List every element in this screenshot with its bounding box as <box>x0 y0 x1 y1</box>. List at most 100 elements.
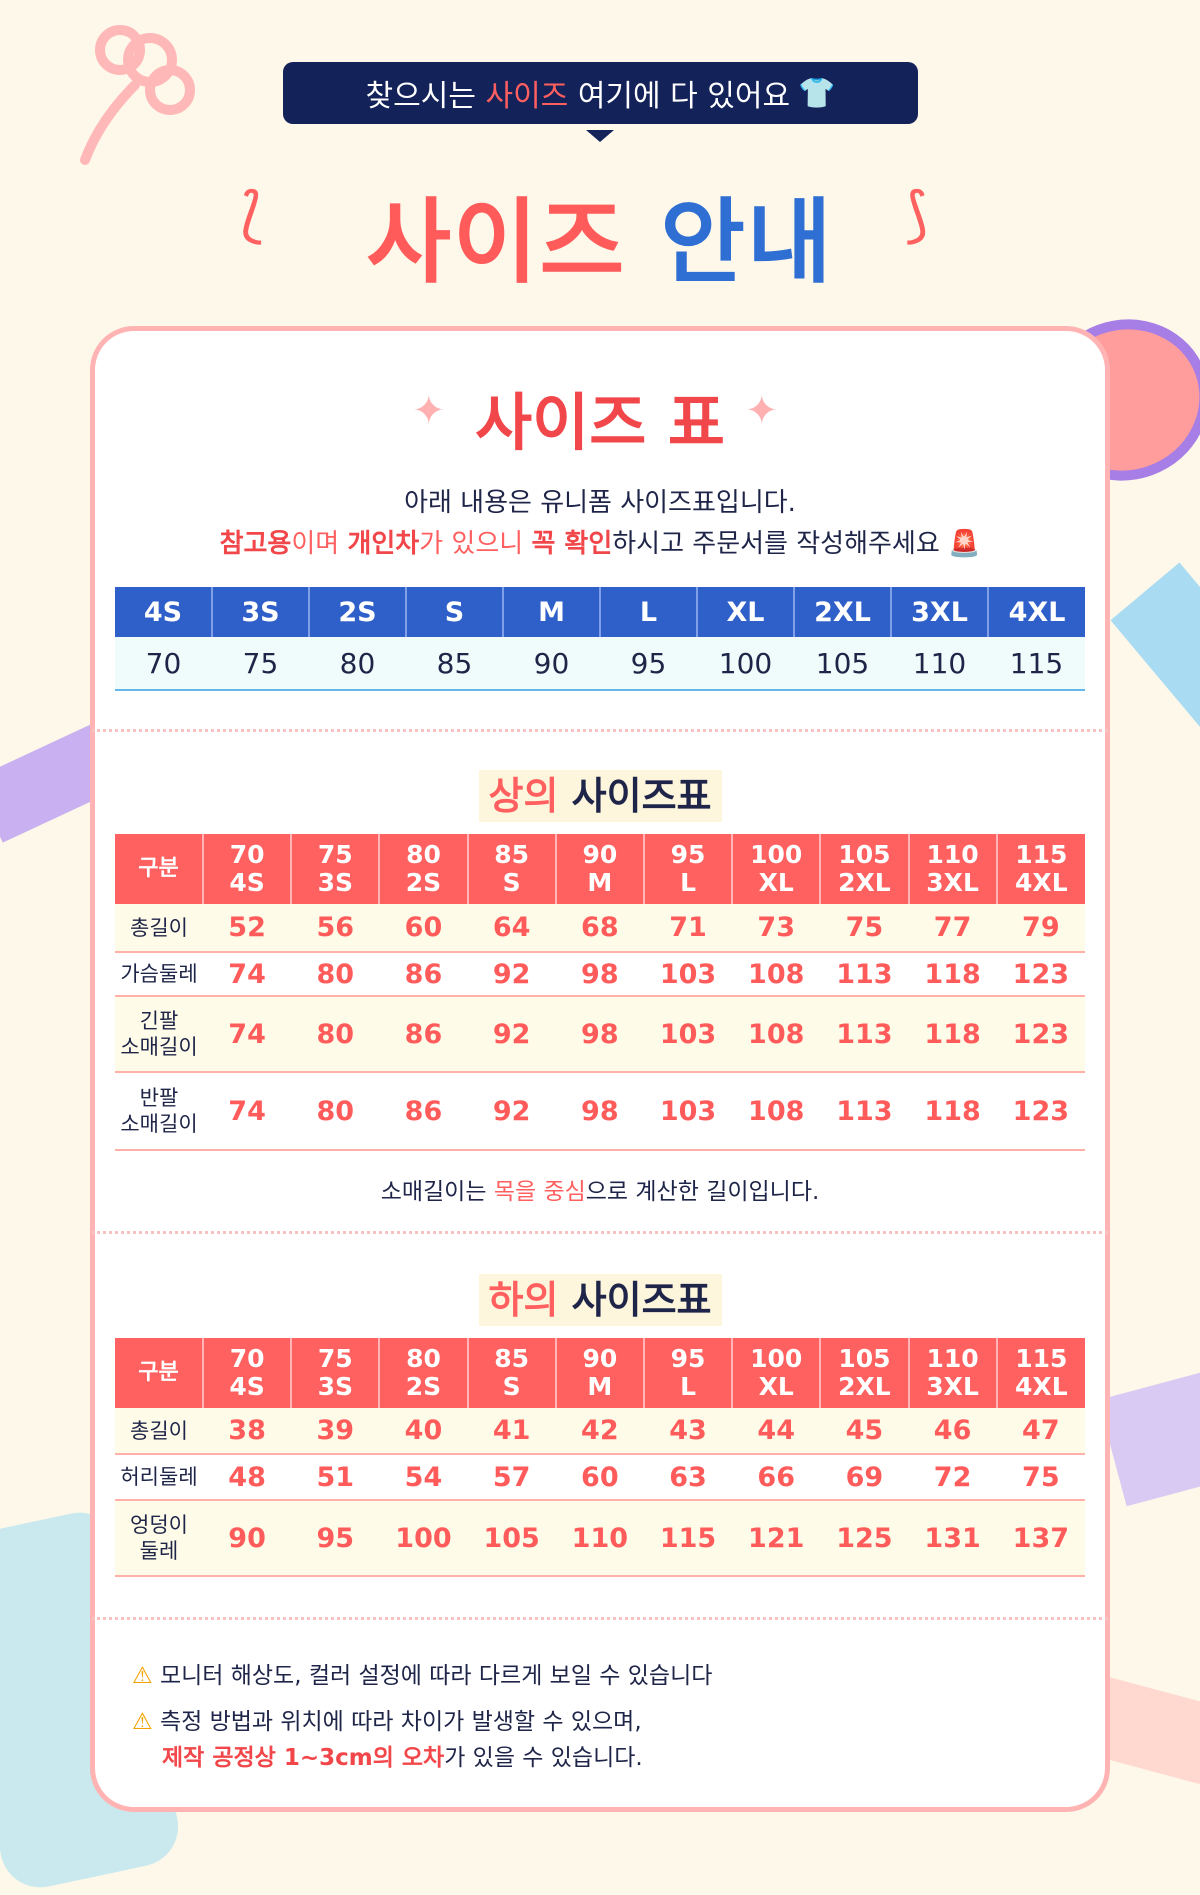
table-row: 반팔 소매길이 74 80 86 92 98 103 108 113 118 123 <box>115 1072 1085 1151</box>
cell-value: 60 <box>379 904 468 953</box>
cell-value: 44 <box>732 1408 821 1455</box>
cell-value: 43 <box>643 1408 733 1455</box>
cell-value: 125 <box>820 1500 909 1577</box>
bottom-size-title: 하의 사이즈표 <box>0 1269 1200 1326</box>
cell-value: 98 <box>555 1072 644 1151</box>
header-cell: 105 2XL <box>819 834 909 904</box>
header-cell: 115 4XL <box>995 834 1085 904</box>
cell-value: 57 <box>467 1454 556 1501</box>
cell-value: 66 <box>732 1454 821 1501</box>
cell-value: 45 <box>820 1408 909 1455</box>
sleeve-note: 소매길이는 목을 중심으로 계산한 길이입니다. <box>380 1179 820 1205</box>
cell-value: 79 <box>996 904 1085 953</box>
cell-value: 51 <box>291 1454 380 1501</box>
cell-value: 95 <box>291 1500 380 1577</box>
cell-value: 74 <box>203 996 292 1073</box>
row-label: 가슴둘레 <box>115 952 203 997</box>
header-cell: 90 M <box>554 834 644 904</box>
card-title: 사이즈 표 <box>475 386 725 459</box>
cell-value: 41 <box>467 1408 556 1455</box>
flower-decoration-icon <box>80 25 195 165</box>
row-label: 긴팔 소매길이 <box>115 996 203 1073</box>
cell-value: 52 <box>203 904 292 953</box>
cell-value: 86 <box>379 1072 468 1151</box>
cell-value: 74 <box>203 952 292 997</box>
row-label: 엉덩이 둘레 <box>115 1500 203 1577</box>
cell-value: 39 <box>291 1408 380 1455</box>
cell-value: 74 <box>203 1072 292 1151</box>
cell-value: 98 <box>555 952 644 997</box>
table-row: 총길이 38 39 40 41 42 43 44 45 46 47 <box>115 1408 1085 1455</box>
cell-value: 137 <box>996 1500 1085 1577</box>
tshirt-icon: 👕 <box>798 75 836 111</box>
siren-icon: 🚨 <box>948 529 981 559</box>
cell-value: 56 <box>291 904 380 953</box>
cell-value: 69 <box>820 1454 909 1501</box>
header-cell: 115 4XL <box>995 1338 1085 1408</box>
table-header: 구분 70 4S 75 3S 80 2S 85 S 90 M 95 L 100 XL 105 2… <box>115 834 1085 904</box>
cell-value: 123 <box>996 996 1085 1073</box>
cell-value: 105 <box>467 1500 556 1577</box>
cell-value: 38 <box>203 1408 292 1455</box>
warning-icon: ⚠ <box>132 1663 153 1689</box>
cell-value: 108 <box>732 1072 821 1151</box>
cell-value: 77 <box>908 904 997 953</box>
size-label: XL <box>696 587 794 637</box>
size-label: L <box>599 587 697 637</box>
divider <box>92 729 1108 732</box>
header-cell: 70 4S <box>201 1338 292 1408</box>
cell-value: 63 <box>643 1454 733 1501</box>
cell-value: 113 <box>820 952 909 997</box>
size-value: 90 <box>503 637 600 691</box>
sparkle-icon: ✦ <box>745 388 779 434</box>
size-label: 2S <box>308 587 406 637</box>
cell-value: 108 <box>732 996 821 1073</box>
cell-value: 90 <box>203 1500 292 1577</box>
cell-value: 75 <box>820 904 909 953</box>
cell-value: 46 <box>908 1408 997 1455</box>
warning-1: ⚠ 모니터 해상도, 컬러 설정에 따라 다르게 보일 수 있습니다 <box>132 1663 713 1689</box>
description-line1: 아래 내용은 유니폼 사이즈표입니다. <box>404 488 796 518</box>
cell-value: 113 <box>820 1072 909 1151</box>
divider <box>92 1231 1108 1234</box>
header-cell: 구분 <box>115 834 203 904</box>
cell-value: 121 <box>732 1500 821 1577</box>
cell-value: 86 <box>379 996 468 1073</box>
cell-value: 42 <box>555 1408 644 1455</box>
cell-value: 131 <box>908 1500 997 1577</box>
sparkle-left-icon: ⟅ <box>240 180 264 250</box>
size-conversion-table: 4S 3S 2S S M L XL 2XL 3XL 4XL 70 75 80 85 90 95 100 105 11… <box>115 587 1085 691</box>
size-label: M <box>502 587 600 637</box>
page-title: 사이즈 안내 <box>366 189 834 296</box>
cell-value: 71 <box>643 904 733 953</box>
header-cell: 110 3XL <box>907 1338 997 1408</box>
warning-icon: ⚠ <box>132 1709 153 1735</box>
table-row: 총길이 52 56 60 64 68 71 73 75 77 79 <box>115 904 1085 953</box>
cell-value: 80 <box>291 1072 380 1151</box>
table-row: 가슴둘레 74 80 86 92 98 103 108 113 118 123 <box>115 952 1085 997</box>
cell-value: 123 <box>996 1072 1085 1151</box>
table-row: 엉덩이 둘레 90 95 100 105 110 115 121 125 131 137 <box>115 1500 1085 1577</box>
size-label: 3XL <box>890 587 988 637</box>
size-value: 100 <box>697 637 794 691</box>
size-label: S <box>405 587 503 637</box>
cell-value: 110 <box>555 1500 644 1577</box>
table-row: 긴팔 소매길이 74 80 86 92 98 103 108 113 118 123 <box>115 996 1085 1073</box>
row-label: 총길이 <box>115 904 203 953</box>
header-cell: 95 L <box>642 1338 733 1408</box>
header-cell: 100 XL <box>731 834 821 904</box>
header-cell: 110 3XL <box>907 834 997 904</box>
sparkle-right-icon: ⟆ <box>905 180 929 250</box>
cell-value: 92 <box>467 996 556 1073</box>
size-value: 110 <box>891 637 988 691</box>
cell-value: 108 <box>732 952 821 997</box>
header-cell: 90 M <box>554 1338 644 1408</box>
row-label: 허리둘레 <box>115 1454 203 1501</box>
warning-2: ⚠ 측정 방법과 위치에 따라 차이가 발생할 수 있으며, <box>132 1709 642 1735</box>
cell-value: 118 <box>908 1072 997 1151</box>
cell-value: 47 <box>996 1408 1085 1455</box>
header-cell: 75 3S <box>290 834 380 904</box>
tape-decoration-icon <box>1098 1363 1200 1507</box>
cell-value: 73 <box>732 904 821 953</box>
cell-value: 118 <box>908 996 997 1073</box>
